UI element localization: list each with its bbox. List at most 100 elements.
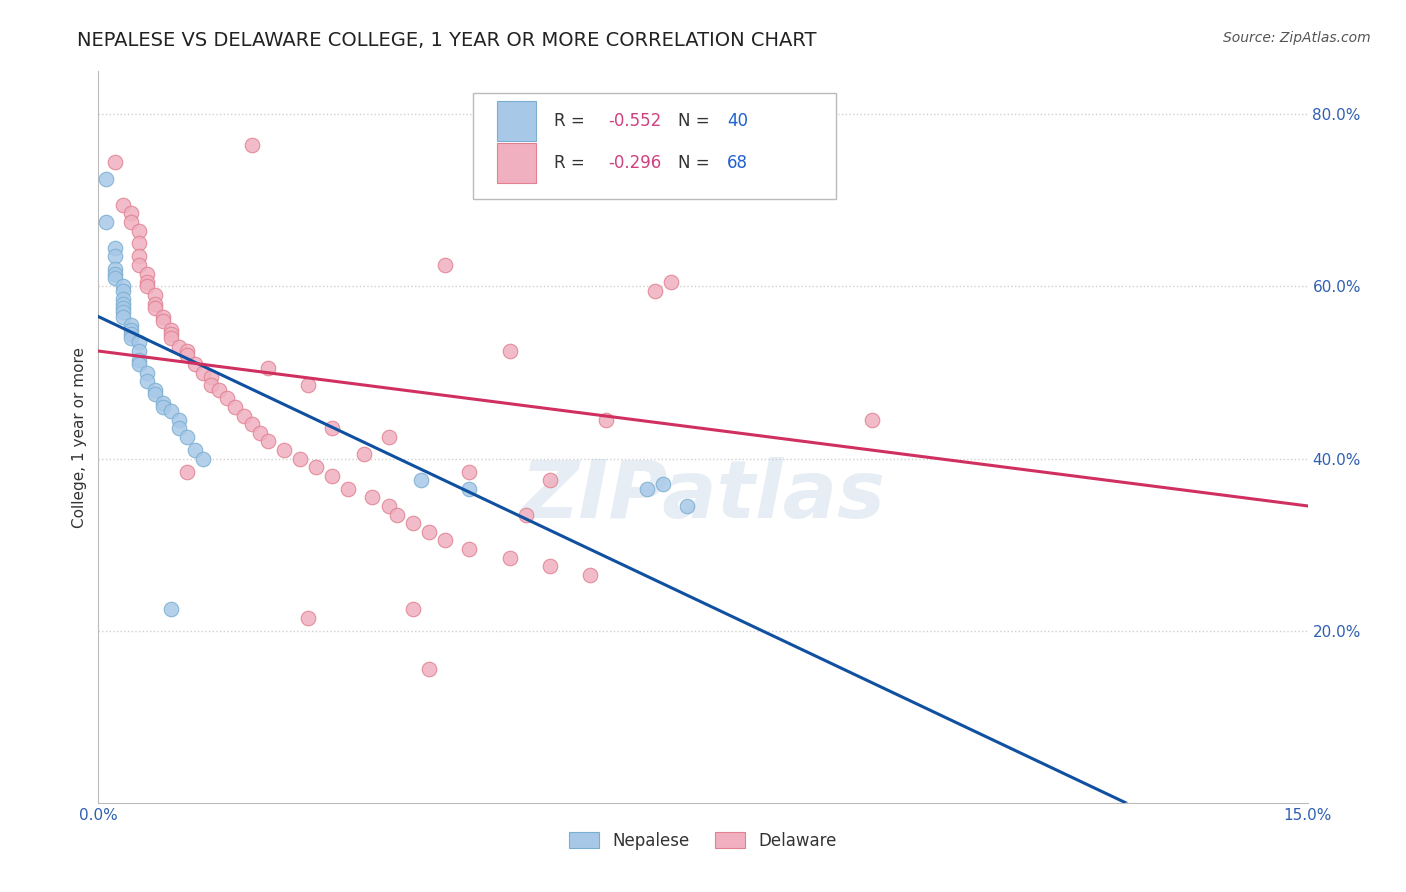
- Point: [96, 172, 118, 186]
- Text: 68: 68: [727, 153, 748, 172]
- Text: 40: 40: [727, 112, 748, 130]
- Bar: [498, 101, 536, 141]
- Point: [402, 602, 425, 616]
- Point: [402, 516, 425, 530]
- Point: [103, 262, 125, 277]
- Point: [498, 550, 520, 565]
- Point: [434, 533, 457, 548]
- Point: [160, 326, 183, 341]
- Point: [595, 413, 617, 427]
- Point: [184, 442, 207, 457]
- Point: [120, 331, 142, 345]
- Point: [111, 310, 134, 324]
- Point: [152, 310, 174, 324]
- Point: [128, 249, 150, 263]
- Point: [111, 279, 134, 293]
- Point: [160, 331, 183, 345]
- Point: [167, 421, 190, 435]
- Point: [111, 284, 134, 298]
- Point: [111, 301, 134, 315]
- Point: [135, 267, 157, 281]
- Point: [111, 293, 134, 307]
- Point: [409, 473, 432, 487]
- Point: [152, 314, 174, 328]
- Point: [111, 296, 134, 310]
- Point: [353, 447, 375, 461]
- Point: [644, 284, 666, 298]
- Point: [200, 378, 222, 392]
- Point: [418, 662, 440, 676]
- Point: [256, 361, 278, 376]
- Point: [676, 499, 699, 513]
- Bar: [474, 94, 837, 200]
- Point: [224, 400, 246, 414]
- Point: [128, 357, 150, 371]
- Point: [232, 409, 254, 423]
- Point: [200, 369, 222, 384]
- Point: [256, 434, 278, 449]
- Text: -0.552: -0.552: [609, 112, 662, 130]
- Point: [377, 430, 399, 444]
- Point: [579, 567, 602, 582]
- Bar: [498, 143, 536, 183]
- Point: [143, 288, 166, 302]
- Point: [111, 198, 134, 212]
- Point: [273, 442, 295, 457]
- Point: [103, 271, 125, 285]
- Point: [167, 413, 190, 427]
- Point: [103, 267, 125, 281]
- Point: [249, 425, 271, 440]
- Point: [120, 322, 142, 336]
- Point: [176, 344, 198, 359]
- Point: [160, 404, 183, 418]
- Point: [160, 322, 183, 336]
- Point: [143, 301, 166, 315]
- Point: [128, 223, 150, 237]
- Text: R =: R =: [554, 112, 591, 130]
- Point: [111, 305, 134, 319]
- Point: [636, 482, 658, 496]
- Point: [120, 206, 142, 220]
- Point: [135, 374, 157, 388]
- Point: [152, 400, 174, 414]
- Point: [128, 236, 150, 251]
- Point: [297, 378, 319, 392]
- Point: [167, 340, 190, 354]
- Point: [184, 357, 207, 371]
- Point: [208, 383, 231, 397]
- Point: [361, 491, 384, 505]
- Text: ZIPatlas: ZIPatlas: [520, 457, 886, 534]
- Point: [538, 473, 561, 487]
- Point: [103, 154, 125, 169]
- Text: NEPALESE VS DELAWARE COLLEGE, 1 YEAR OR MORE CORRELATION CHART: NEPALESE VS DELAWARE COLLEGE, 1 YEAR OR …: [77, 31, 817, 50]
- Point: [240, 417, 263, 432]
- Point: [103, 249, 125, 263]
- Point: [135, 279, 157, 293]
- Point: [458, 541, 481, 556]
- Y-axis label: College, 1 year or more: College, 1 year or more: [72, 347, 87, 527]
- Point: [377, 499, 399, 513]
- Point: [135, 366, 157, 380]
- Text: N =: N =: [678, 112, 714, 130]
- Point: [217, 392, 239, 406]
- Point: [458, 482, 481, 496]
- Point: [434, 258, 457, 272]
- Text: N =: N =: [678, 153, 714, 172]
- Point: [651, 477, 673, 491]
- Point: [659, 275, 682, 289]
- Point: [128, 335, 150, 350]
- Point: [135, 275, 157, 289]
- Point: [128, 344, 150, 359]
- Point: [96, 215, 118, 229]
- Point: [288, 451, 311, 466]
- Legend: Nepalese, Delaware: Nepalese, Delaware: [562, 825, 844, 856]
- Point: [458, 465, 481, 479]
- Point: [103, 241, 125, 255]
- Point: [498, 344, 520, 359]
- Point: [538, 559, 561, 574]
- Point: [860, 413, 883, 427]
- Text: -0.296: -0.296: [609, 153, 662, 172]
- Point: [128, 258, 150, 272]
- Point: [143, 296, 166, 310]
- Point: [120, 318, 142, 333]
